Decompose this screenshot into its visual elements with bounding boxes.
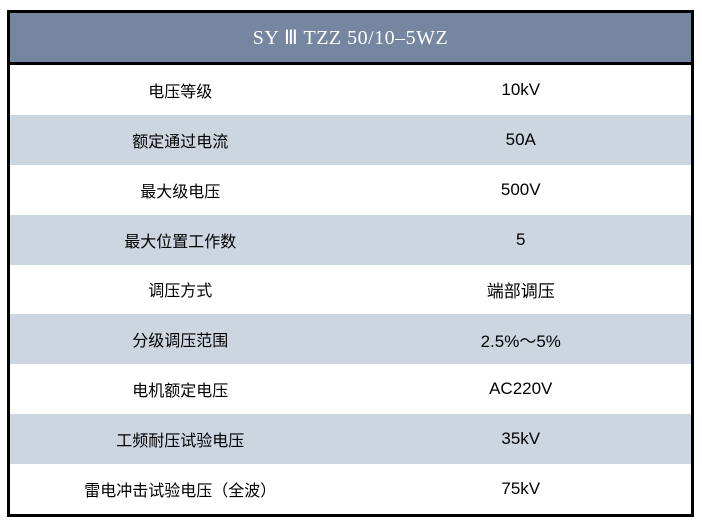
spec-value: 35kV <box>501 429 541 449</box>
table-row: 电压等级 10kV <box>10 65 691 115</box>
spec-label: 工频耐压试验电压 <box>116 433 245 451</box>
table-row: 额定通过电流 50A <box>10 114 691 165</box>
spec-label: 雷电冲击试验电压（全波） <box>84 483 277 501</box>
spec-value: 50A <box>505 129 536 149</box>
table-row: 雷电冲击试验电压（全波） 75kV <box>10 464 691 514</box>
table-row: 最大位置工作数 5 <box>10 214 691 265</box>
specification-table: SY Ⅲ TZZ 50/10–5WZ 电压等级 10kV 额定通过电流 50A … <box>7 10 694 517</box>
table-row: 电机额定电压 AC220V <box>10 364 691 414</box>
table-title: SY Ⅲ TZZ 50/10–5WZ <box>252 27 449 49</box>
spec-value: 500V <box>500 179 541 199</box>
spec-label: 电压等级 <box>148 83 213 101</box>
spec-label: 最大级电压 <box>140 183 221 201</box>
spec-label: 最大位置工作数 <box>124 233 237 251</box>
spec-label: 调压方式 <box>148 283 213 301</box>
spec-label: 分级调压范围 <box>132 333 229 351</box>
spec-label: 额定通过电流 <box>132 133 229 151</box>
table-row: 最大级电压 500V <box>10 165 691 215</box>
table-row: 分级调压范围 2.5%～5% <box>10 314 691 365</box>
table-row: 调压方式 端部调压 <box>10 265 691 315</box>
spec-value: AC220V <box>489 379 553 399</box>
table-row: 工频耐压试验电压 35kV <box>10 414 691 465</box>
spec-value: 75kV <box>501 479 541 499</box>
spec-label: 电机额定电压 <box>132 383 229 401</box>
spec-value: 5 <box>516 229 526 249</box>
table-body: 电压等级 10kV 额定通过电流 50A 最大级电压 500V 最大位置工作数 … <box>10 65 691 514</box>
table-header: SY Ⅲ TZZ 50/10–5WZ <box>10 13 691 65</box>
spec-value: 端部调压 <box>486 281 555 301</box>
spec-value: 10kV <box>501 79 541 99</box>
spec-value: 2.5%～5% <box>480 331 561 351</box>
